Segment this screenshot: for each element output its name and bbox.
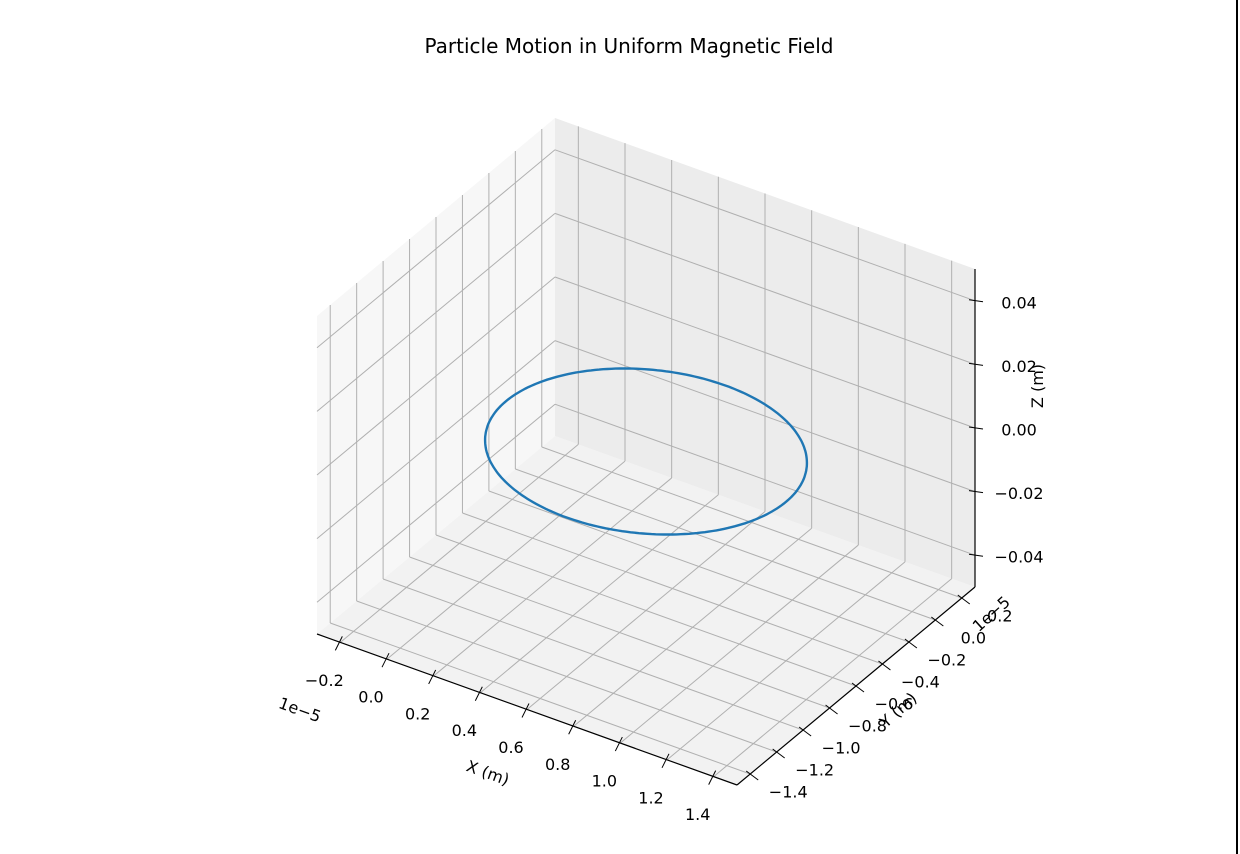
z-axis-label: Z (m) (1028, 364, 1047, 408)
grid-line-y-floor (488, 490, 910, 643)
grid-line-y-floor (541, 446, 962, 599)
z-tick (968, 362, 984, 366)
y-tick-label: −0.6 (875, 695, 914, 714)
y-tick-label: −1.2 (795, 761, 834, 780)
grid-lines (316, 126, 976, 777)
x-tick (568, 720, 577, 735)
z-tick-label: 0.02 (1001, 357, 1037, 376)
grid-line-z-back (554, 149, 976, 302)
x-tick (521, 703, 530, 718)
grid-line-z-left (316, 213, 556, 412)
y-tick (745, 770, 759, 781)
grid-line-z-back (554, 212, 976, 365)
z-tick-label: 0.00 (1001, 421, 1037, 440)
grid-line-z-left (316, 340, 556, 539)
y-tick (904, 638, 918, 649)
x-axis-line (316, 633, 738, 786)
y-tick-label: −1.0 (822, 739, 861, 758)
x-tick-label: −0.2 (305, 671, 344, 690)
z-tick-label: 0.04 (1001, 293, 1037, 312)
grid-line-y-floor (515, 468, 936, 621)
grid-line-z-back (554, 340, 976, 493)
x-tick (334, 636, 343, 651)
y-tick (878, 660, 891, 671)
grid-line-y-floor (382, 578, 804, 731)
figure-right-edge (1236, 0, 1238, 854)
y-tick-label: 0.0 (961, 629, 986, 648)
x-tick (381, 652, 390, 668)
y-tick-label: −0.2 (927, 651, 966, 670)
z-tick (968, 299, 984, 303)
grid-line-y-floor (330, 622, 751, 775)
y-tick-label: −0.8 (848, 717, 887, 736)
grid-line-y-floor (435, 534, 857, 687)
x-tick (474, 686, 483, 701)
y-tick (851, 682, 865, 693)
grid-line-z-left (316, 276, 556, 476)
z-tick (968, 426, 984, 430)
grid-line-y-floor (409, 556, 830, 709)
x-tick (428, 669, 437, 685)
x-tick (614, 736, 623, 752)
series-line-0 (483, 367, 809, 536)
grid-line-y-floor (356, 600, 777, 753)
y-tick (798, 726, 812, 737)
grid-line-z-back (554, 403, 976, 556)
grid-line-z-left (316, 149, 556, 349)
y-tick (772, 748, 785, 759)
y-tick (931, 616, 944, 627)
chart-title: Particle Motion in Uniform Magnetic Fiel… (425, 34, 834, 58)
z-tick (968, 553, 984, 557)
tick-labels: −0.20.00.20.40.60.81.01.21.4−1.4−1.2−1.0… (305, 293, 1044, 824)
y-tick-label: −1.4 (769, 783, 808, 802)
x-tick (661, 753, 670, 769)
x-tick-label: 0.8 (545, 755, 570, 774)
y-tick-label: −0.4 (901, 673, 940, 692)
axis-panes (317, 118, 975, 785)
y-tick-label: 0.2 (987, 607, 1012, 626)
x-tick (708, 770, 717, 785)
grid-line-y-floor (462, 512, 883, 665)
z-tick-label: −0.02 (994, 484, 1043, 503)
grid-line-z-left (316, 403, 556, 603)
x-tick-label: 1.2 (638, 788, 663, 807)
x-tick-label: 0.6 (498, 738, 523, 757)
x-tick-label: 0.2 (405, 704, 430, 723)
z-tick-label: −0.04 (994, 548, 1043, 567)
x-axis-label: X (m) (464, 756, 512, 789)
x-axis-offset-label: 1e−5 (276, 693, 323, 726)
x-tick-label: 0.0 (358, 688, 383, 707)
y-tick (825, 704, 838, 715)
grid-line-z-back (554, 276, 976, 429)
y-tick (957, 594, 971, 605)
tick-marks (334, 299, 984, 785)
series-layer (483, 367, 809, 536)
x-tick-label: 1.4 (685, 805, 710, 824)
z-tick (968, 490, 984, 494)
x-tick-label: 0.4 (452, 721, 477, 740)
x-tick-label: 1.0 (592, 772, 617, 791)
